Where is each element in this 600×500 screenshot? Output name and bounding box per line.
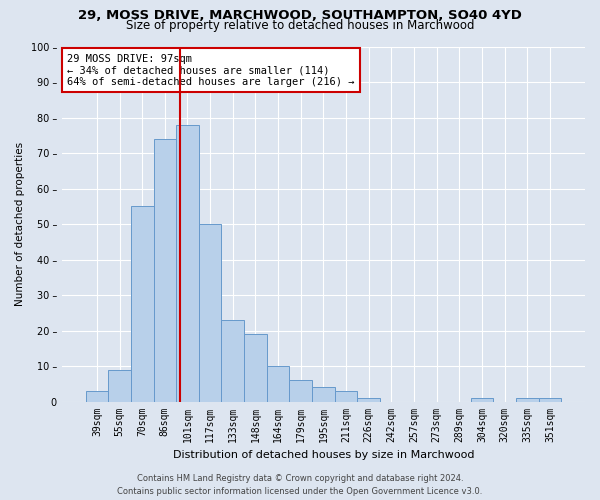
- Bar: [539, 398, 561, 402]
- Text: Size of property relative to detached houses in Marchwood: Size of property relative to detached ho…: [126, 19, 474, 32]
- Bar: [199, 224, 221, 402]
- Bar: [176, 124, 199, 402]
- Bar: [131, 206, 154, 402]
- Bar: [108, 370, 131, 402]
- Bar: [267, 366, 289, 402]
- Bar: [335, 391, 358, 402]
- Bar: [358, 398, 380, 402]
- Text: 29 MOSS DRIVE: 97sqm
← 34% of detached houses are smaller (114)
64% of semi-deta: 29 MOSS DRIVE: 97sqm ← 34% of detached h…: [67, 54, 355, 87]
- Bar: [154, 139, 176, 402]
- Text: Contains HM Land Registry data © Crown copyright and database right 2024.
Contai: Contains HM Land Registry data © Crown c…: [118, 474, 482, 496]
- Bar: [86, 391, 108, 402]
- X-axis label: Distribution of detached houses by size in Marchwood: Distribution of detached houses by size …: [173, 450, 474, 460]
- Bar: [289, 380, 312, 402]
- Bar: [244, 334, 267, 402]
- Y-axis label: Number of detached properties: Number of detached properties: [15, 142, 25, 306]
- Bar: [516, 398, 539, 402]
- Bar: [221, 320, 244, 402]
- Bar: [470, 398, 493, 402]
- Bar: [312, 388, 335, 402]
- Text: 29, MOSS DRIVE, MARCHWOOD, SOUTHAMPTON, SO40 4YD: 29, MOSS DRIVE, MARCHWOOD, SOUTHAMPTON, …: [78, 9, 522, 22]
